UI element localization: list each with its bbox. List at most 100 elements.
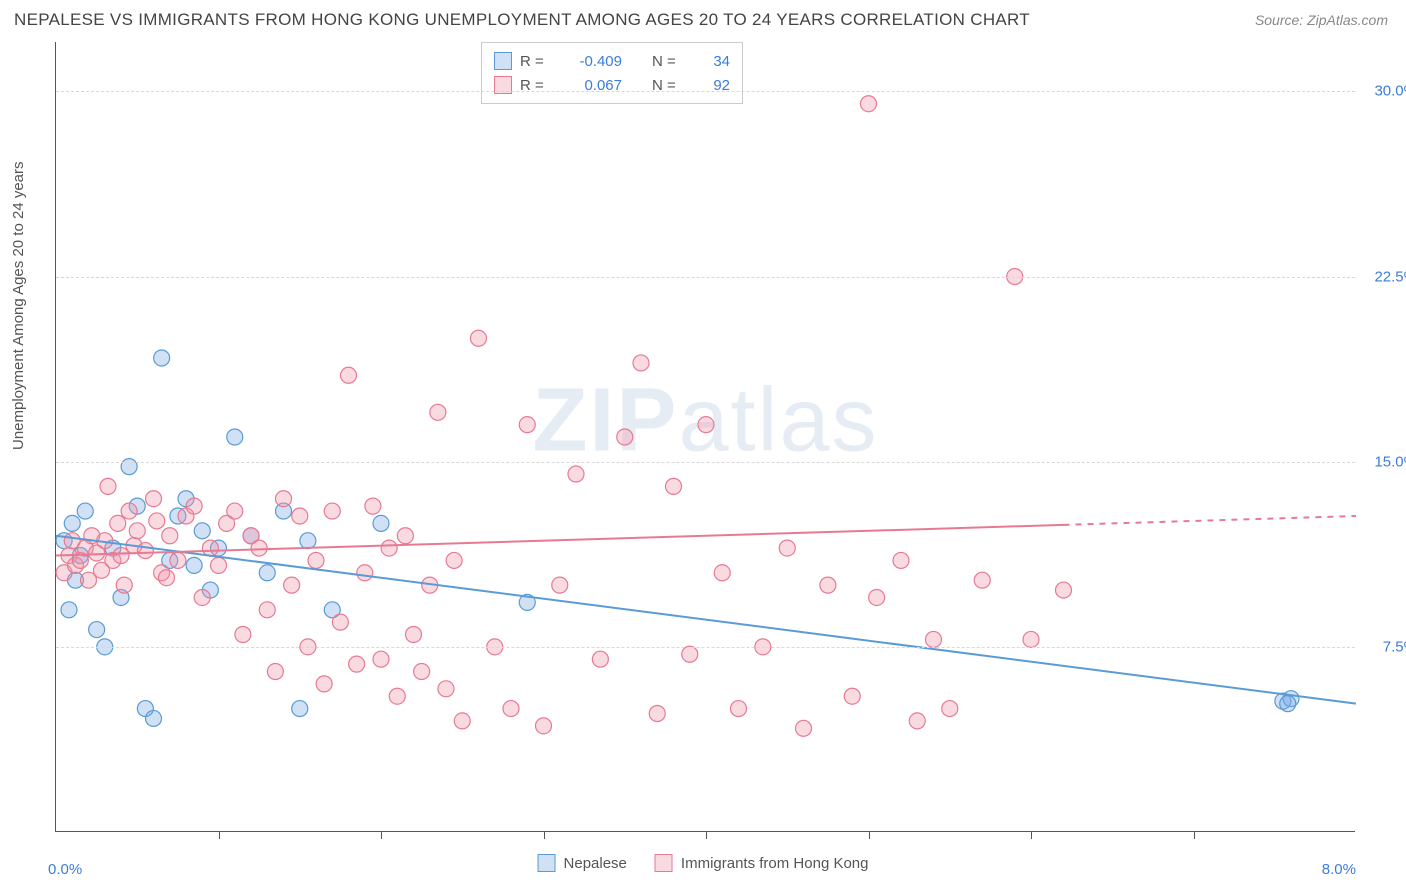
gridline-h bbox=[56, 91, 1355, 92]
scatter-point bbox=[414, 664, 430, 680]
scatter-point bbox=[568, 466, 584, 482]
series-legend-label: Nepalese bbox=[564, 855, 627, 872]
source-attribution: Source: ZipAtlas.com bbox=[1255, 12, 1388, 28]
scatter-point bbox=[869, 589, 885, 605]
n-value: 34 bbox=[694, 53, 730, 70]
scatter-point bbox=[373, 515, 389, 531]
scatter-point bbox=[844, 688, 860, 704]
y-tick-label: 30.0% bbox=[1374, 83, 1406, 100]
trend-line bbox=[56, 536, 1356, 704]
scatter-point bbox=[146, 710, 162, 726]
x-tick bbox=[381, 831, 382, 839]
scatter-point bbox=[316, 676, 332, 692]
scatter-point bbox=[373, 651, 389, 667]
legend-swatch bbox=[494, 52, 512, 70]
correlation-legend: R =-0.409N =34R =0.067N =92 bbox=[481, 42, 743, 104]
scatter-point bbox=[202, 540, 218, 556]
scatter-point bbox=[308, 552, 324, 568]
scatter-point bbox=[633, 355, 649, 371]
scatter-point bbox=[926, 631, 942, 647]
scatter-point bbox=[61, 602, 77, 618]
scatter-point bbox=[137, 543, 153, 559]
r-label: R = bbox=[520, 53, 554, 70]
scatter-point bbox=[552, 577, 568, 593]
scatter-point bbox=[170, 552, 186, 568]
y-axis-label: Unemployment Among Ages 20 to 24 years bbox=[10, 161, 27, 450]
scatter-point bbox=[406, 627, 422, 643]
x-tick bbox=[219, 831, 220, 839]
series-legend-item: Nepalese bbox=[538, 854, 627, 872]
scatter-point bbox=[731, 701, 747, 717]
x-tick bbox=[544, 831, 545, 839]
scatter-point bbox=[1280, 696, 1296, 712]
scatter-point bbox=[503, 701, 519, 717]
trend-line-dashed bbox=[1064, 516, 1357, 525]
scatter-point bbox=[796, 720, 812, 736]
scatter-point bbox=[64, 515, 80, 531]
scatter-point bbox=[259, 602, 275, 618]
scatter-point bbox=[211, 557, 227, 573]
scatter-point bbox=[471, 330, 487, 346]
scatter-point bbox=[974, 572, 990, 588]
scatter-point bbox=[259, 565, 275, 581]
y-tick-label: 7.5% bbox=[1383, 638, 1406, 655]
scatter-point bbox=[942, 701, 958, 717]
correlation-legend-row: R =-0.409N =34 bbox=[494, 49, 730, 73]
scatter-point bbox=[349, 656, 365, 672]
scatter-point bbox=[1023, 631, 1039, 647]
scatter-point bbox=[389, 688, 405, 704]
scatter-point bbox=[235, 627, 251, 643]
scatter-point bbox=[146, 491, 162, 507]
x-tick bbox=[706, 831, 707, 839]
scatter-point bbox=[227, 429, 243, 445]
scatter-point bbox=[159, 570, 175, 586]
scatter-point bbox=[267, 664, 283, 680]
scatter-point bbox=[324, 503, 340, 519]
y-tick-label: 15.0% bbox=[1374, 453, 1406, 470]
scatter-point bbox=[682, 646, 698, 662]
scatter-point bbox=[909, 713, 925, 729]
scatter-point bbox=[116, 577, 132, 593]
x-tick bbox=[1194, 831, 1195, 839]
scatter-point bbox=[129, 523, 145, 539]
scatter-point bbox=[592, 651, 608, 667]
scatter-point bbox=[292, 701, 308, 717]
scatter-point bbox=[861, 96, 877, 112]
gridline-h bbox=[56, 462, 1355, 463]
scatter-point bbox=[89, 622, 105, 638]
scatter-point bbox=[149, 513, 165, 529]
n-label: N = bbox=[652, 53, 686, 70]
gridline-h bbox=[56, 647, 1355, 648]
scatter-point bbox=[1056, 582, 1072, 598]
chart-title: NEPALESE VS IMMIGRANTS FROM HONG KONG UN… bbox=[14, 10, 1030, 30]
scatter-point bbox=[194, 523, 210, 539]
scatter-point bbox=[77, 503, 93, 519]
scatter-point bbox=[820, 577, 836, 593]
scatter-point bbox=[284, 577, 300, 593]
x-tick bbox=[869, 831, 870, 839]
scatter-point bbox=[332, 614, 348, 630]
scatter-point bbox=[446, 552, 462, 568]
scatter-point bbox=[381, 540, 397, 556]
correlation-legend-row: R =0.067N =92 bbox=[494, 73, 730, 97]
x-axis-min-label: 0.0% bbox=[48, 861, 82, 878]
scatter-point bbox=[519, 417, 535, 433]
scatter-svg bbox=[56, 42, 1355, 831]
scatter-point bbox=[300, 533, 316, 549]
scatter-point bbox=[779, 540, 795, 556]
scatter-point bbox=[100, 478, 116, 494]
series-legend: Nepalese Immigrants from Hong Kong bbox=[538, 854, 869, 872]
scatter-point bbox=[162, 528, 178, 544]
scatter-point bbox=[454, 713, 470, 729]
scatter-point bbox=[649, 706, 665, 722]
series-legend-item: Immigrants from Hong Kong bbox=[655, 854, 869, 872]
scatter-point bbox=[357, 565, 373, 581]
y-tick-label: 22.5% bbox=[1374, 268, 1406, 285]
scatter-point bbox=[154, 350, 170, 366]
scatter-point bbox=[438, 681, 454, 697]
scatter-point bbox=[430, 404, 446, 420]
legend-swatch bbox=[538, 854, 556, 872]
scatter-point bbox=[186, 498, 202, 514]
scatter-point bbox=[186, 557, 202, 573]
scatter-point bbox=[276, 491, 292, 507]
